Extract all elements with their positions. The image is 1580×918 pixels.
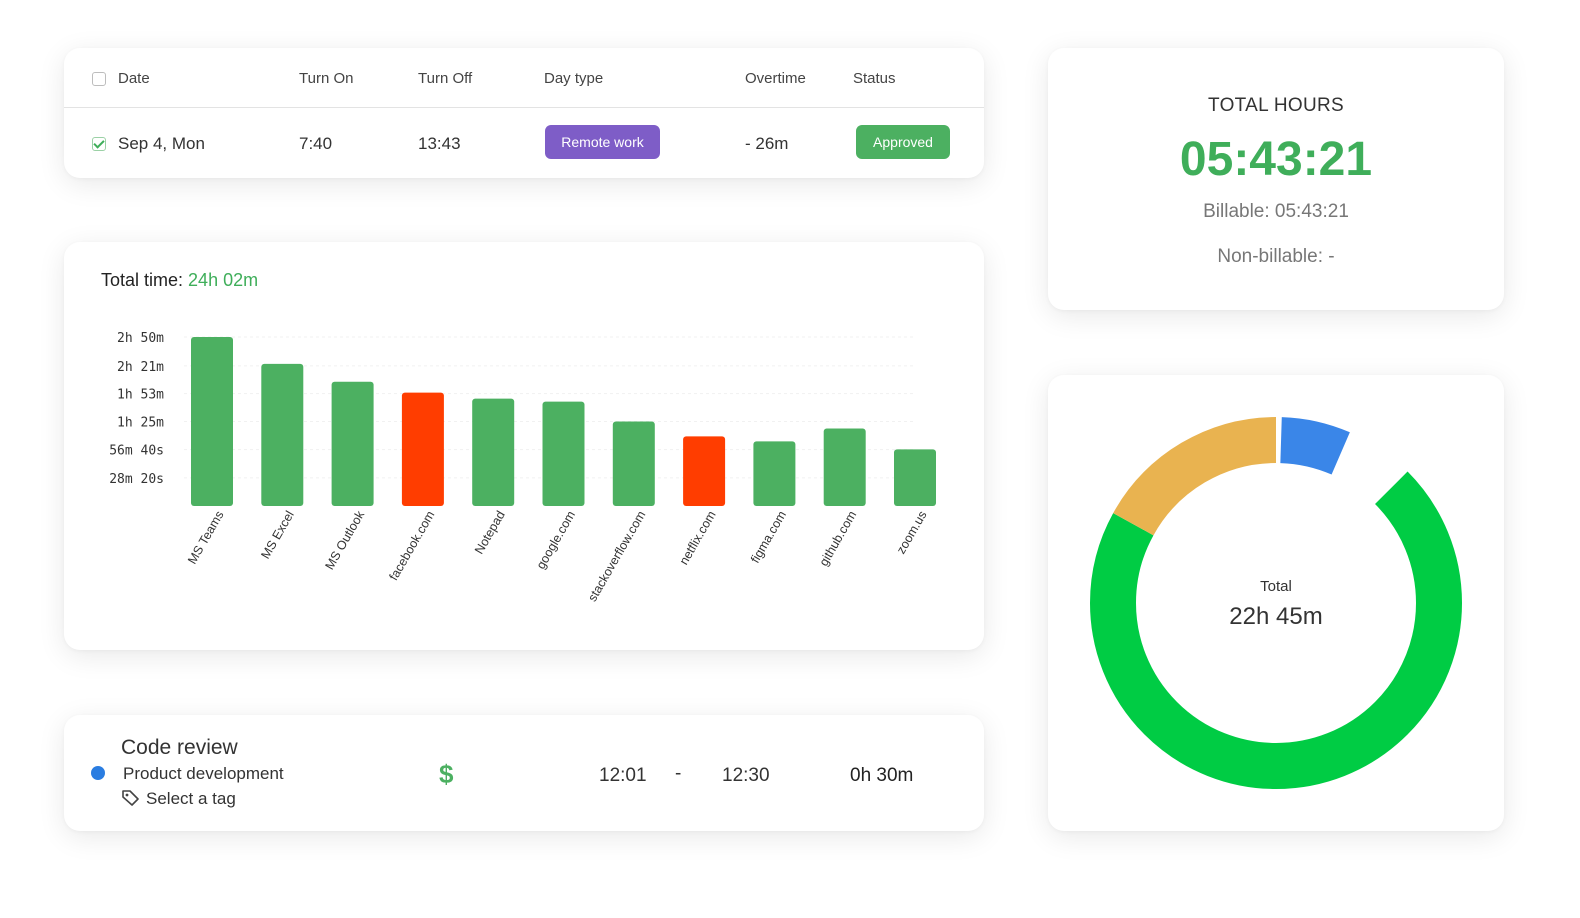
bar-zoom-us[interactable] [894, 449, 936, 506]
row-date-link[interactable]: Sep 4, Mon [118, 134, 205, 153]
row-turn-off: 13:43 [418, 134, 461, 153]
y-tick-label: 2h 21m [117, 360, 164, 375]
total-donut-card: Total 22h 45m [1048, 375, 1504, 831]
header-status[interactable]: Status [853, 70, 896, 87]
x-tick-label: google.com [534, 509, 578, 572]
y-tick-label: 56m 40s [109, 444, 164, 459]
attendance-table-card: Date Turn On Turn Off Day type Overtime … [64, 48, 984, 178]
billable-hours: Billable: 05:43:21 [1203, 201, 1349, 222]
bar-ms-outlook[interactable] [331, 381, 374, 506]
project-color-dot [91, 766, 105, 780]
billable-icon[interactable]: $ [439, 759, 454, 789]
task-name[interactable]: Code review [121, 736, 238, 759]
select-all-checkbox[interactable] [92, 72, 106, 86]
tag-icon[interactable] [121, 789, 141, 812]
row-checkbox[interactable] [92, 137, 106, 151]
chart-title-value: 24h 02m [188, 270, 259, 290]
bar-ms-excel[interactable] [261, 363, 304, 506]
time-separator: - [675, 763, 682, 784]
y-tick-label: 1h 53m [117, 388, 164, 403]
bar-chart: 2h 50m 2h 21m 1h 53m 1h 25m 56m 40s 28m 20s MS… [109, 331, 936, 604]
header-turn-on[interactable]: Turn On [299, 70, 354, 87]
x-tick-label: zoom.us [894, 509, 930, 557]
x-tick-label: facebook.com [386, 509, 437, 583]
bar-google-com[interactable] [542, 401, 585, 506]
select-tag-link[interactable]: Select a tag [146, 789, 236, 808]
header-day-type[interactable]: Day type [544, 70, 604, 87]
project-name[interactable]: Product development [123, 764, 284, 783]
donut-center-value: 22h 45m [1229, 603, 1323, 630]
total-hours-value: 05:43:21 [1179, 133, 1373, 186]
bar-facebook-com[interactable] [401, 392, 444, 506]
x-tick-label: figma.com [748, 509, 789, 566]
bar-figma-com[interactable] [753, 441, 796, 506]
start-time[interactable]: 12:01 [599, 765, 647, 786]
y-tick-label: 28m 20s [109, 472, 164, 487]
row-overtime: - 26m [745, 134, 789, 153]
app-usage-chart-card: Total time: 24h 02m 2h 50m 2h 21m 1h 53m 1h… [64, 242, 984, 650]
total-hours-card: TOTAL HOURS 05:43:21 Billable: 05:43:21 … [1048, 48, 1504, 310]
x-tick-label: github.com [817, 509, 860, 569]
table-header: Date Turn On Turn Off Day type Overtime … [64, 48, 984, 108]
chart-title: Total time: 24h 02m [101, 270, 258, 291]
x-tick-label: MS Excel [258, 509, 297, 562]
x-tick-label: MS Outlook [322, 508, 367, 572]
row-turn-on: 7:40 [299, 134, 333, 153]
donut-chart [1090, 417, 1462, 789]
header-date[interactable]: Date [118, 70, 150, 87]
time-entry-card[interactable]: Code review Product development Select a… [64, 715, 984, 831]
header-overtime[interactable]: Overtime [745, 70, 806, 87]
bar-ms-teams[interactable] [191, 337, 233, 506]
bar-github-com[interactable] [823, 428, 866, 506]
x-tick-label: stackoverflow.com [585, 509, 648, 604]
y-tick-label: 1h 25m [117, 416, 164, 431]
non-billable-hours: Non-billable: - [1217, 246, 1335, 267]
end-time[interactable]: 12:30 [722, 765, 770, 786]
x-tick-label: Notepad [472, 508, 508, 556]
status-badge: Approved [856, 125, 950, 159]
x-tick-label: netflix.com [677, 509, 719, 568]
duration: 0h 30m [850, 765, 914, 786]
chart-title-label: Total time: [101, 270, 184, 290]
bar-stackoverflow-com[interactable] [612, 421, 655, 507]
day-type-badge: Remote work [545, 125, 660, 159]
bar-notepad[interactable] [472, 398, 515, 506]
y-tick-label: 2h 50m [117, 331, 164, 346]
donut-segment[interactable] [1090, 417, 1462, 789]
total-hours-label: TOTAL HOURS [1208, 95, 1344, 116]
donut-segment[interactable] [1090, 417, 1462, 789]
donut-center-label: Total [1260, 578, 1292, 595]
x-tick-label: MS Teams [185, 509, 227, 567]
header-turn-off[interactable]: Turn Off [418, 70, 473, 87]
bar-netflix-com[interactable] [683, 436, 726, 506]
